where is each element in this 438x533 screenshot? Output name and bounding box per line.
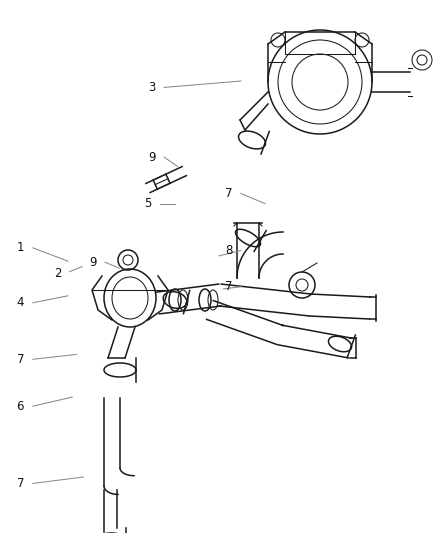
Text: 2: 2: [54, 267, 61, 280]
Text: 7: 7: [225, 187, 232, 200]
Text: 3: 3: [148, 81, 155, 94]
Text: 4: 4: [17, 296, 24, 309]
Text: 9: 9: [89, 256, 96, 269]
Text: 6: 6: [17, 400, 24, 413]
Text: 7: 7: [225, 280, 232, 293]
Text: 8: 8: [225, 244, 232, 257]
Text: 9: 9: [148, 151, 155, 164]
Text: 7: 7: [17, 353, 24, 366]
Text: 5: 5: [144, 197, 151, 210]
Text: 1: 1: [17, 241, 24, 254]
Text: 7: 7: [17, 477, 24, 490]
